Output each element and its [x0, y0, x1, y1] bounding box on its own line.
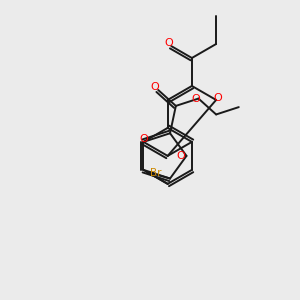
Text: Br: Br: [150, 168, 162, 178]
Text: O: O: [177, 151, 186, 161]
Text: O: O: [191, 94, 200, 103]
Text: O: O: [213, 94, 222, 103]
Text: O: O: [151, 82, 160, 92]
Text: O: O: [139, 134, 148, 144]
Text: O: O: [164, 38, 173, 48]
